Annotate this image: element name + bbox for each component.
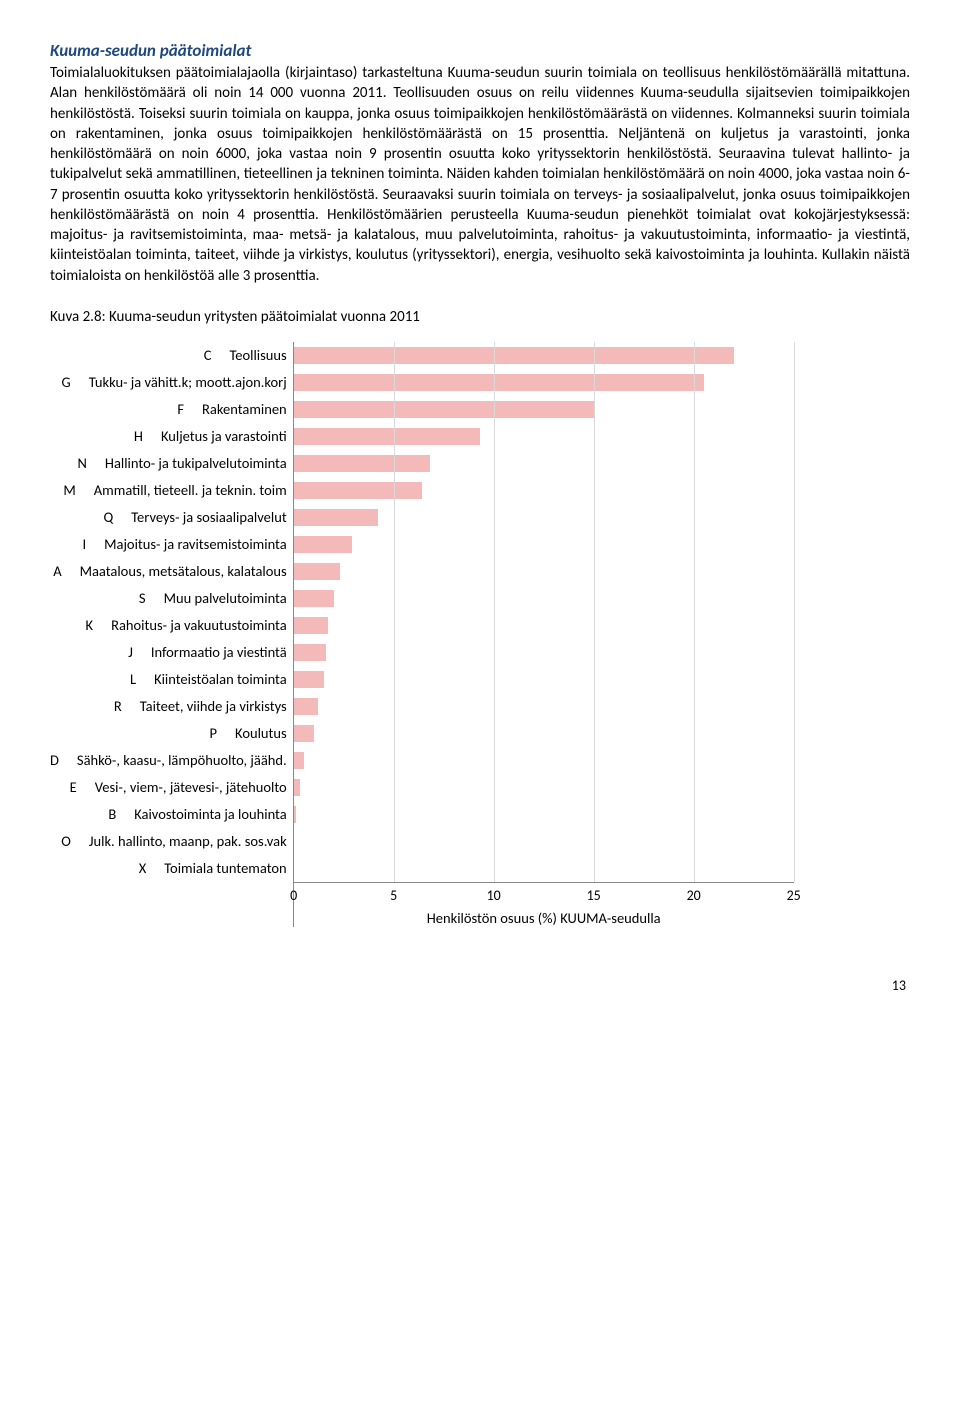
chart-bar-row	[294, 855, 794, 882]
chart-bar-row	[294, 774, 794, 801]
chart-bar	[294, 482, 422, 499]
chart-bar-row	[294, 828, 794, 855]
chart-plot-area	[294, 342, 794, 882]
chart-bar-row	[294, 504, 794, 531]
chart-category-label: RTaiteet, viihde ja virkistys	[114, 693, 293, 720]
chart-category-label: XToimiala tuntematon	[139, 855, 293, 882]
chart-category-label: EVesi-, viem-, jätevesi-, jätehuolto	[70, 774, 293, 801]
chart-bar-row	[294, 342, 794, 369]
chart-bar	[294, 752, 304, 769]
chart-bar	[294, 590, 334, 607]
chart-category-label: CTeollisuus	[204, 342, 293, 369]
chart-bar-row	[294, 666, 794, 693]
chart-category-label: KRahoitus- ja vakuutustoiminta	[86, 612, 293, 639]
chart-bar	[294, 347, 734, 364]
chart-plot: 0510152025 Henkilöstön osuus (%) KUUMA-s…	[293, 342, 794, 927]
chart-bar	[294, 374, 704, 391]
chart-category-label: MAmmatill, tieteell. ja teknin. toim	[63, 477, 292, 504]
chart-category-label: FRakentaminen	[177, 396, 292, 423]
chart-gridline	[694, 342, 695, 882]
chart-category-label: DSähkö-, kaasu-, lämpöhuolto, jäähd.	[50, 747, 293, 774]
figure-caption: Kuva 2.8: Kuuma-seudun yritysten päätoim…	[50, 308, 910, 326]
chart-bar	[294, 779, 300, 796]
chart-category-label: BKaivostoiminta ja louhinta	[108, 801, 292, 828]
chart-bar-row	[294, 639, 794, 666]
chart-bar-row	[294, 450, 794, 477]
chart-gridline	[594, 342, 595, 882]
chart-bar	[294, 563, 340, 580]
chart-y-labels: CTeollisuusGTukku- ja vähitt.k; moott.aj…	[50, 342, 293, 882]
chart-bar-row	[294, 720, 794, 747]
chart-bar-row	[294, 531, 794, 558]
chart-category-label: HKuljetus ja varastointi	[134, 423, 293, 450]
chart-x-tick: 0	[290, 887, 297, 904]
chart-bar	[294, 428, 480, 445]
chart-x-tick: 15	[587, 887, 601, 904]
chart-category-label: LKiinteistöalan toiminta	[130, 666, 293, 693]
chart-bar-row	[294, 747, 794, 774]
chart-category-label: NHallinto- ja tukipalvelutoiminta	[78, 450, 293, 477]
chart-category-label: AMaatalous, metsätalous, kalatalous	[53, 558, 293, 585]
chart-bar-row	[294, 423, 794, 450]
page-number: 13	[50, 977, 910, 994]
chart-bar-row	[294, 396, 794, 423]
chart-bar	[294, 698, 318, 715]
chart-category-label: IMajoitus- ja ravitsemistoiminta	[82, 531, 292, 558]
chart-x-tick: 25	[787, 887, 801, 904]
chart-bar	[294, 671, 324, 688]
body-paragraph: Toimialaluokituksen päätoimialajaolla (k…	[50, 63, 910, 286]
chart-category-label: PKoulutus	[210, 720, 293, 747]
chart-bar	[294, 725, 314, 742]
chart-x-axis: 0510152025	[294, 882, 794, 907]
chart-category-label: SMuu palvelutoiminta	[139, 585, 293, 612]
chart-bar	[294, 401, 594, 418]
section-heading: Kuuma-seudun päätoimialat	[50, 40, 910, 61]
chart-bar	[294, 455, 430, 472]
chart-x-tick: 5	[390, 887, 397, 904]
chart-gridline	[394, 342, 395, 882]
chart-category-label: GTukku- ja vähitt.k; moott.ajon.korj	[62, 369, 293, 396]
chart-gridline	[794, 342, 795, 882]
chart-gridline	[494, 342, 495, 882]
chart-bar	[294, 536, 352, 553]
bar-chart: CTeollisuusGTukku- ja vähitt.k; moott.aj…	[50, 342, 910, 927]
chart-bar-row	[294, 558, 794, 585]
chart-bar	[294, 644, 326, 661]
chart-bar	[294, 617, 328, 634]
chart-x-tick: 20	[687, 887, 701, 904]
chart-bar-row	[294, 477, 794, 504]
chart-category-label: OJulk. hallinto, maanp, pak. sos.vak	[61, 828, 292, 855]
chart-bar-row	[294, 612, 794, 639]
chart-bar-row	[294, 801, 794, 828]
chart-x-title: Henkilöstön osuus (%) KUUMA-seudulla	[294, 909, 794, 927]
chart-category-label: JInformaatio ja viestintä	[128, 639, 292, 666]
chart-bar-row	[294, 369, 794, 396]
chart-category-label: QTerveys- ja sosiaalipalvelut	[104, 504, 293, 531]
chart-x-tick: 10	[487, 887, 501, 904]
chart-bar	[294, 806, 296, 823]
chart-bar	[294, 509, 378, 526]
chart-bar-row	[294, 585, 794, 612]
chart-bar-row	[294, 693, 794, 720]
